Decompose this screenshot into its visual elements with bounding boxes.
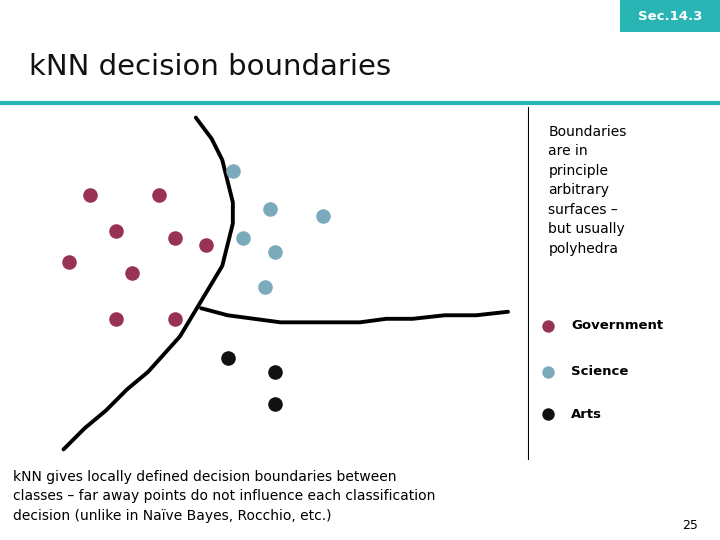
Point: [169, 233, 181, 242]
Bar: [620, 0, 720, 32]
Point: [169, 314, 181, 323]
Point: [259, 283, 271, 292]
Point: [543, 410, 554, 418]
Point: [222, 353, 233, 362]
Point: [111, 314, 122, 323]
Text: Government: Government: [571, 319, 663, 332]
Text: Introduction to Information Retrieval: Introduction to Information Retrieval: [11, 10, 228, 23]
Point: [543, 321, 554, 330]
Text: Science: Science: [571, 365, 629, 378]
Point: [127, 268, 138, 277]
Text: Boundaries
are in
principle
arbitrary
surfaces –
but usually
polyhedra: Boundaries are in principle arbitrary su…: [549, 125, 626, 255]
Point: [63, 258, 75, 267]
Point: [227, 166, 238, 175]
Text: Arts: Arts: [571, 408, 602, 421]
Point: [201, 240, 212, 249]
Point: [269, 399, 281, 408]
Point: [238, 233, 249, 242]
Text: 25: 25: [683, 519, 698, 532]
Point: [264, 205, 276, 214]
Point: [317, 212, 328, 221]
Point: [84, 191, 96, 200]
Point: [543, 367, 554, 376]
Text: kNN gives locally defined decision boundaries between
classes – far away points : kNN gives locally defined decision bound…: [13, 470, 436, 523]
Point: [153, 191, 165, 200]
Point: [111, 226, 122, 235]
Point: [269, 247, 281, 256]
Point: [269, 367, 281, 376]
Text: kNN decision boundaries: kNN decision boundaries: [29, 53, 391, 81]
Text: Sec.14.3: Sec.14.3: [638, 10, 702, 23]
